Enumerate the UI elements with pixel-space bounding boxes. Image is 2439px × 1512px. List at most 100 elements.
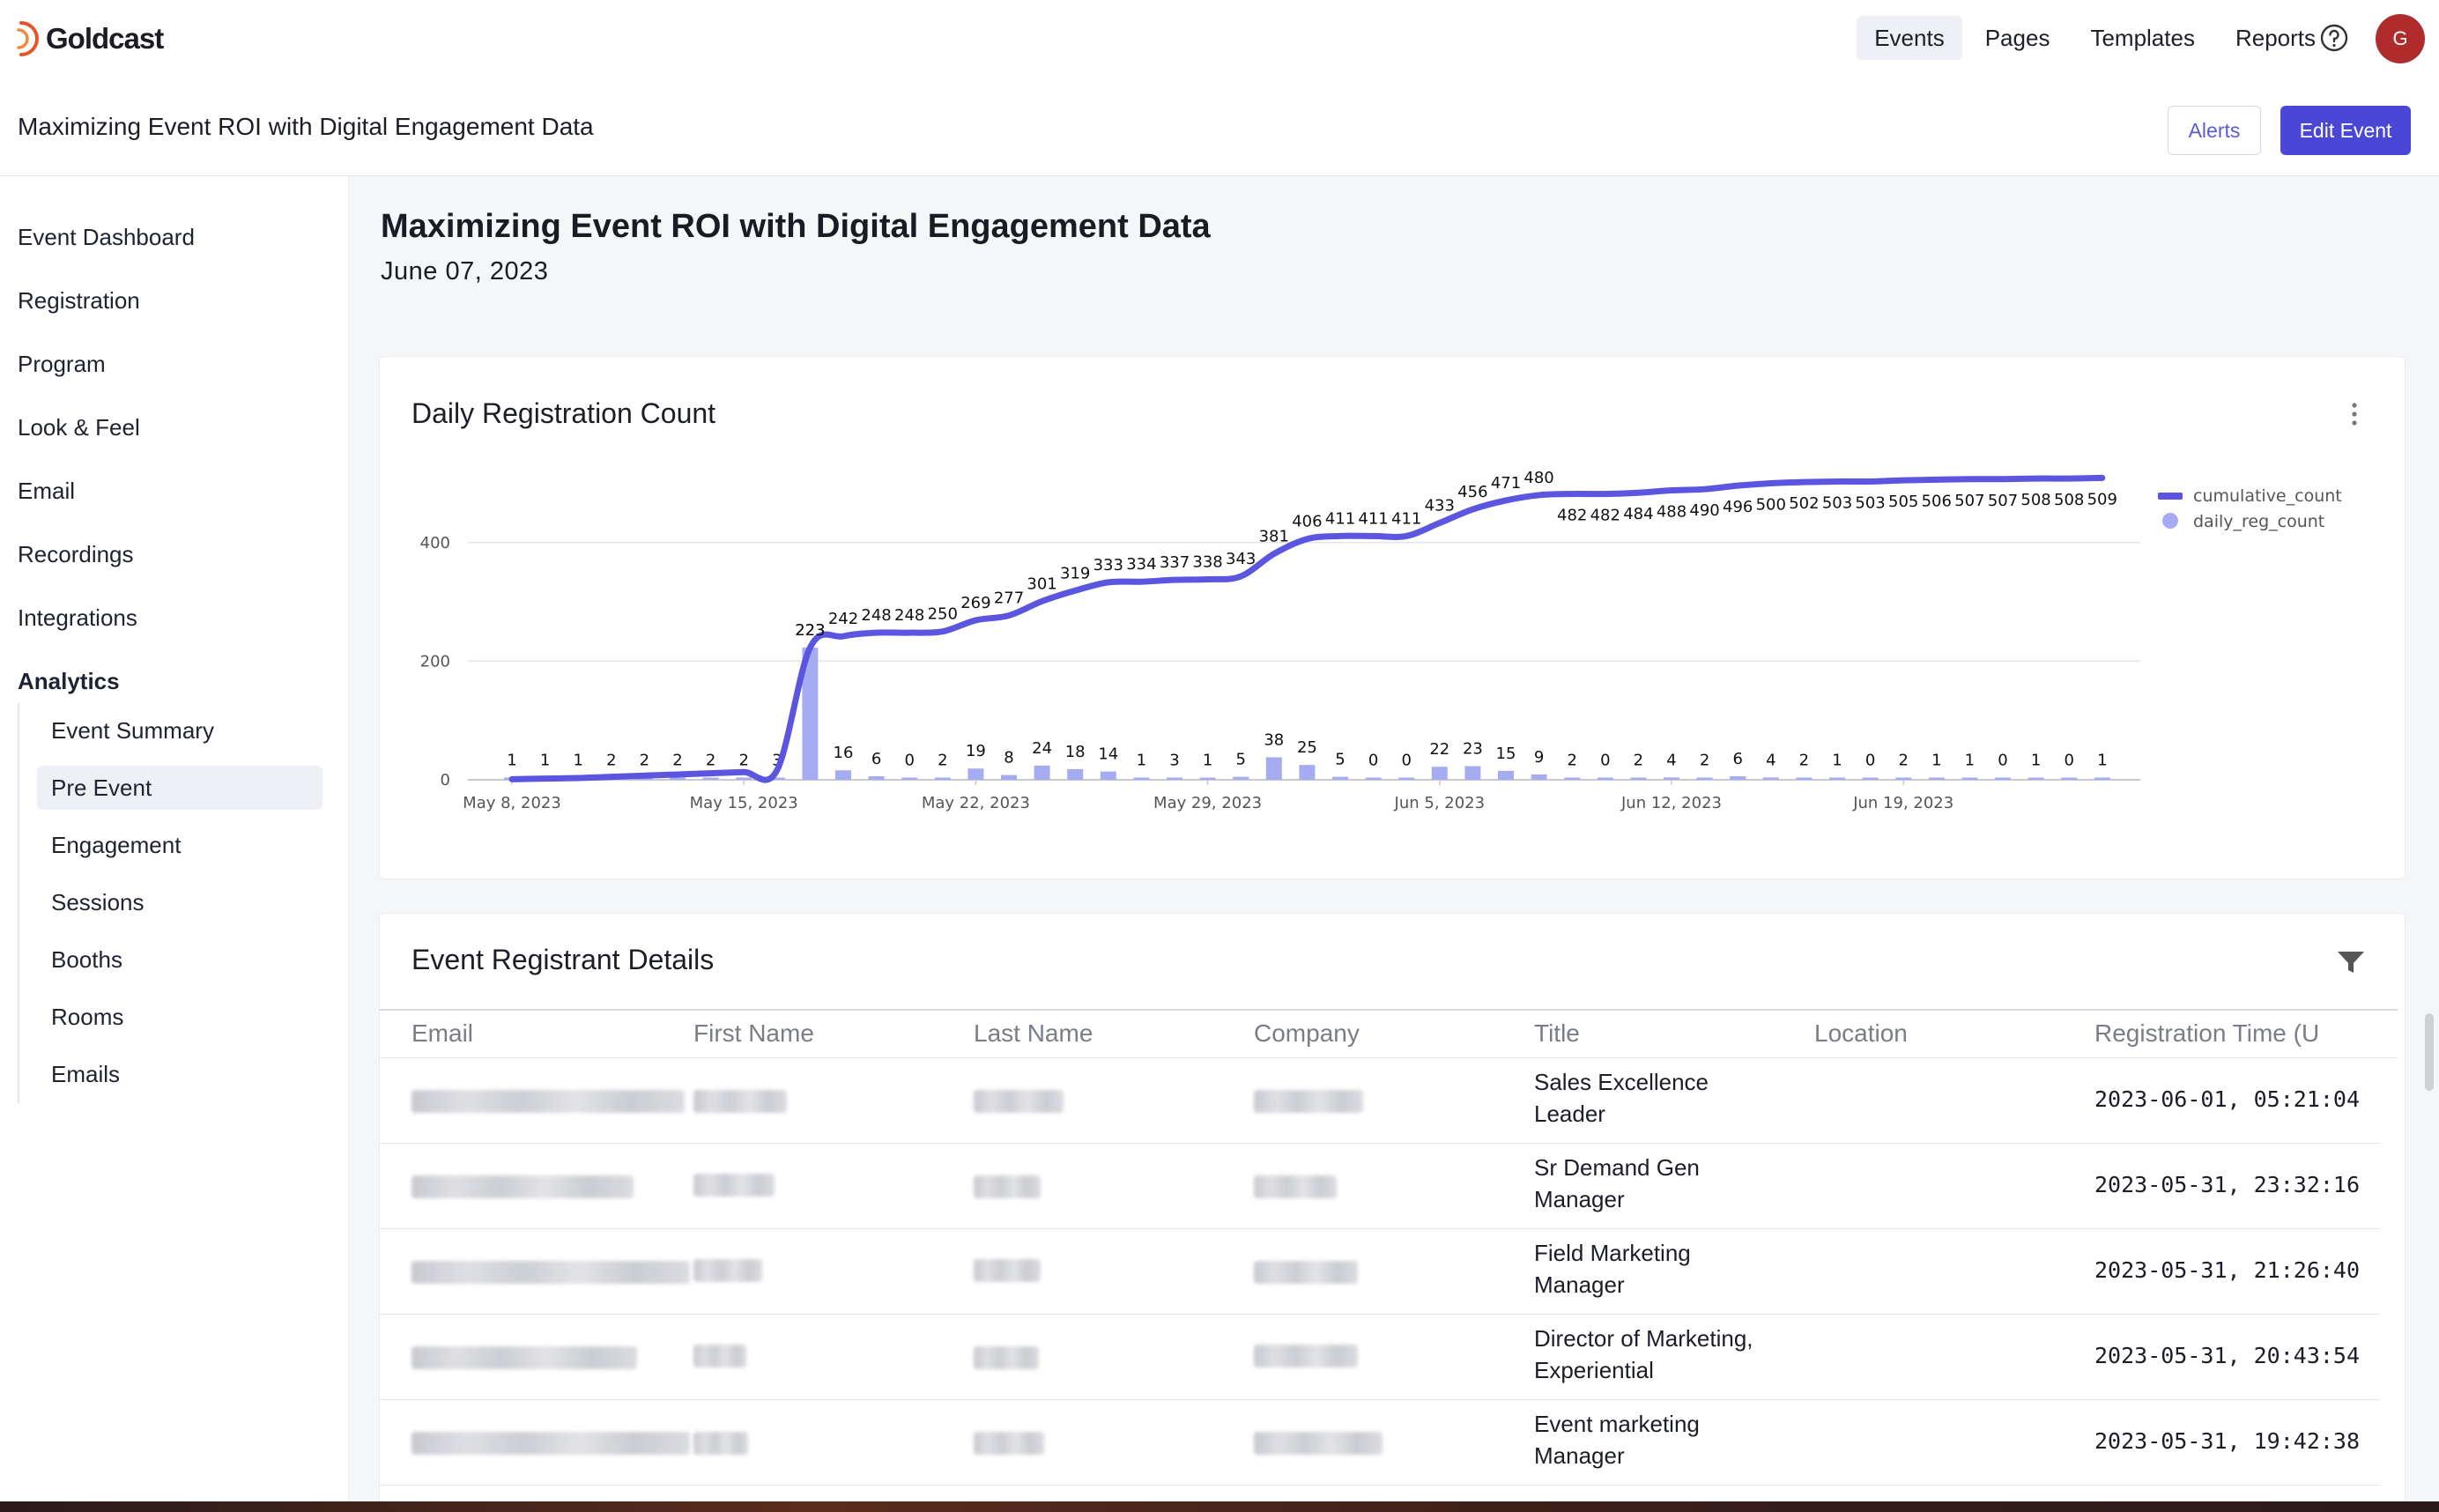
sidebar-item-integrations[interactable]: Integrations bbox=[18, 604, 137, 631]
series-line-cumulative-count bbox=[508, 474, 2106, 783]
line-data-label: 480 bbox=[1523, 469, 1553, 487]
column-header-registration-time[interactable]: Registration Time (U bbox=[2094, 1019, 2320, 1047]
bar-data-label: 2 bbox=[1898, 752, 1908, 770]
analytics-submenu-line bbox=[18, 703, 19, 1103]
event-header: Maximizing Event ROI with Digital Engage… bbox=[0, 78, 2439, 176]
sidebar-item-emails[interactable]: Emails bbox=[51, 1061, 121, 1087]
avatar[interactable]: G bbox=[2376, 14, 2425, 63]
bar-daily-reg bbox=[1961, 777, 1978, 780]
registrant-details-card: Event Registrant Details Email First Nam… bbox=[379, 913, 2406, 1512]
table-row[interactable]: Sr Demand Gen Manager 2023-05-31, 23:32:… bbox=[380, 1144, 2380, 1229]
bar-daily-reg bbox=[1431, 767, 1448, 780]
filter-icon[interactable] bbox=[2336, 949, 2366, 975]
sidebar-item-look-feel[interactable]: Look & Feel bbox=[18, 414, 140, 441]
table-row[interactable]: Sales Excellence Leader 2023-06-01, 05:2… bbox=[380, 1058, 2380, 1144]
bar-data-label: 3 bbox=[1169, 752, 1179, 770]
bar-data-label: 9 bbox=[1534, 748, 1544, 767]
line-data-label: 343 bbox=[1226, 550, 1256, 568]
line-data-label: 334 bbox=[1126, 555, 1156, 574]
column-header-first-name[interactable]: First Name bbox=[693, 1019, 814, 1047]
bar-daily-reg bbox=[1829, 777, 1845, 780]
table-row[interactable]: Field Marketing Manager 2023-05-31, 21:2… bbox=[380, 1229, 2380, 1315]
sidebar-item-event-summary[interactable]: Event Summary bbox=[51, 717, 214, 744]
column-header-location[interactable]: Location bbox=[1814, 1019, 1908, 1047]
cell-title-line1: Event marketing bbox=[1534, 1411, 1700, 1437]
top-navbar: Goldcast Events Pages Templates Reports … bbox=[0, 0, 2439, 78]
bar-daily-reg bbox=[1862, 777, 1879, 780]
sidebar-item-registration[interactable]: Registration bbox=[18, 287, 140, 314]
line-data-label: 242 bbox=[828, 610, 858, 628]
column-header-title[interactable]: Title bbox=[1534, 1019, 1580, 1047]
line-data-label: 301 bbox=[1027, 574, 1056, 593]
bar-data-label: 0 bbox=[1998, 752, 2007, 770]
column-header-company[interactable]: Company bbox=[1254, 1019, 1360, 1047]
nav-pages[interactable]: Pages bbox=[1984, 24, 2050, 51]
nav-templates[interactable]: Templates bbox=[2090, 24, 2195, 51]
sidebar-item-pre-event[interactable]: Pre Event bbox=[51, 775, 152, 801]
legend-swatch-cumulative-count bbox=[2158, 493, 2183, 500]
x-tick-label: May 29, 2023 bbox=[1153, 794, 1262, 812]
sidebar-item-sessions[interactable]: Sessions bbox=[51, 889, 145, 915]
bar-daily-reg bbox=[1034, 765, 1050, 780]
line-data-label: 506 bbox=[1922, 492, 1952, 510]
bar-data-label: 1 bbox=[507, 752, 516, 770]
line-data-label: 508 bbox=[2054, 491, 2084, 509]
alerts-button[interactable]: Alerts bbox=[2168, 106, 2261, 155]
sidebar-item-event-dashboard[interactable]: Event Dashboard bbox=[18, 224, 195, 250]
edit-event-button[interactable]: Edit Event bbox=[2280, 106, 2411, 155]
more-options-icon[interactable] bbox=[2350, 401, 2359, 427]
bar-daily-reg bbox=[1365, 777, 1382, 780]
main-content: Maximizing Event ROI with Digital Engage… bbox=[349, 176, 2439, 1512]
bar-daily-reg bbox=[1564, 777, 1581, 780]
column-header-last-name[interactable]: Last Name bbox=[974, 1019, 1093, 1047]
cell-title-line1: Sales Excellence bbox=[1534, 1069, 1709, 1095]
column-header-email[interactable]: Email bbox=[411, 1019, 474, 1047]
bar-data-label: 14 bbox=[1098, 745, 1118, 764]
sidebar-item-engagement[interactable]: Engagement bbox=[51, 832, 182, 858]
table-scrollbar[interactable] bbox=[2425, 1013, 2434, 1091]
bar-data-label: 6 bbox=[871, 750, 881, 768]
bar-data-label: 4 bbox=[1766, 751, 1776, 769]
line-data-label: 503 bbox=[1822, 493, 1852, 512]
redacted-last-name bbox=[974, 1432, 1044, 1455]
bar-daily-reg bbox=[702, 777, 719, 780]
redacted-email bbox=[411, 1261, 690, 1284]
redacted-first-name bbox=[693, 1432, 748, 1455]
table-row[interactable]: Director of Marketing, Experiential 2023… bbox=[380, 1315, 2380, 1400]
bar-daily-reg bbox=[736, 777, 752, 780]
bar-data-label: 2 bbox=[1567, 752, 1576, 770]
help-icon[interactable] bbox=[2319, 23, 2349, 53]
sidebar-item-email[interactable]: Email bbox=[18, 478, 76, 504]
line-data-label: 490 bbox=[1689, 501, 1719, 520]
bar-data-label: 8 bbox=[1004, 749, 1013, 767]
nav-reports[interactable]: Reports bbox=[2235, 24, 2316, 51]
bar-data-label: 24 bbox=[1032, 739, 1052, 758]
nav-events[interactable]: Events bbox=[1857, 16, 1962, 60]
y-tick-label: 0 bbox=[441, 771, 450, 789]
line-data-label: 411 bbox=[1358, 509, 1388, 528]
bar-daily-reg bbox=[835, 770, 851, 780]
sidebar-item-analytics[interactable]: Analytics bbox=[18, 668, 120, 694]
redacted-last-name bbox=[974, 1259, 1041, 1282]
table-row[interactable]: Event marketing Manager 2023-05-31, 19:4… bbox=[380, 1400, 2380, 1486]
cell-registration-time: 2023-05-31, 19:42:38 bbox=[2094, 1428, 2361, 1454]
bar-data-label: 1 bbox=[1137, 752, 1146, 770]
cell-title-line2: Manager bbox=[1534, 1186, 1625, 1212]
sidebar-item-booths[interactable]: Booths bbox=[51, 946, 122, 973]
bar-daily-reg bbox=[1464, 766, 1481, 780]
line-data-label: 503 bbox=[1855, 493, 1885, 512]
bar-daily-reg bbox=[1730, 775, 1746, 780]
sidebar-item-recordings[interactable]: Recordings bbox=[18, 541, 134, 567]
sidebar-item-rooms[interactable]: Rooms bbox=[51, 1004, 124, 1030]
redacted-first-name bbox=[693, 1259, 762, 1282]
line-data-label: 471 bbox=[1491, 474, 1521, 493]
bar-data-label: 1 bbox=[2031, 752, 2041, 770]
sidebar-item-program[interactable]: Program bbox=[18, 351, 106, 377]
event-name: Maximizing Event ROI with Digital Engage… bbox=[18, 113, 594, 140]
bar-data-label: 0 bbox=[1865, 752, 1875, 770]
goldcast-logo[interactable]: Goldcast bbox=[16, 18, 164, 60]
line-data-label: 248 bbox=[894, 606, 924, 625]
bar-daily-reg bbox=[1928, 777, 1945, 780]
cell-title-line2: Manager bbox=[1534, 1271, 1625, 1298]
bar-daily-reg bbox=[1001, 775, 1017, 780]
